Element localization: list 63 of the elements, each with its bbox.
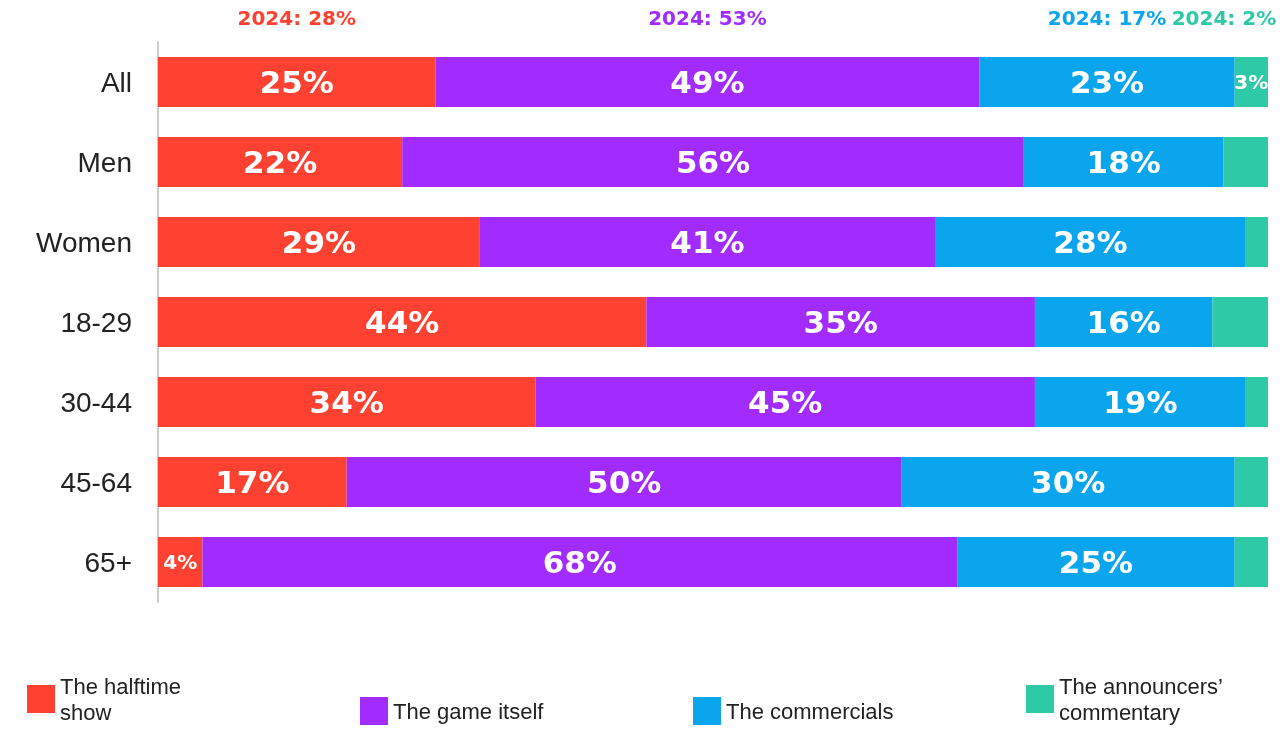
bar [1245,377,1268,427]
legend-label: The game itself [393,698,545,724]
data-label: 44% [365,304,440,340]
bar [402,137,1024,187]
data-label: 28% [1053,224,1128,260]
legend-label: The commercials [726,698,894,724]
data-label: 23% [1069,64,1145,100]
legend-label: The announcers’ commentary [1059,673,1229,725]
text: 2024: 28% [237,6,356,30]
bar [935,217,1246,267]
bar [479,217,935,267]
bar [1223,137,1268,187]
bar [158,457,347,507]
data-label: 18% [1086,144,1161,180]
data-label: 49% [670,64,745,100]
y-tick-label: 65+ [84,546,132,578]
data-label: 29% [281,224,357,260]
data-label: 25% [1058,544,1134,580]
legend-label: The halftime show [60,673,188,725]
bar [1212,297,1268,347]
bar [1234,457,1268,507]
data-label: 4% [163,550,198,574]
data-label: 50% [587,464,662,500]
bar [646,297,1035,347]
bar [158,137,403,187]
text: 2024: 17% [1047,6,1167,30]
bar [202,537,958,587]
data-label: 45% [748,384,823,420]
y-tick-label: All [100,66,132,98]
data-label: 19% [1103,384,1178,420]
bar [979,57,1235,107]
text: 2024: 53% [648,6,767,30]
y-tick-label: 45-64 [60,466,132,498]
bar [1034,377,1246,427]
bar [1234,537,1268,587]
y-tick-label: 30-44 [60,386,132,418]
bar [158,57,436,107]
data-label: 16% [1086,304,1161,340]
data-label: 41% [670,224,745,260]
bar [901,457,1235,507]
bar [957,537,1235,587]
data-label: 35% [803,304,878,340]
data-label: 34% [309,384,384,420]
data-label: 56% [675,144,751,180]
bar [1245,217,1268,267]
bar [435,57,980,107]
data-label: 17% [215,464,290,500]
bar [158,297,647,347]
data-label: 30% [1031,464,1106,500]
bar [1034,297,1213,347]
y-tick-label: Men [77,146,132,178]
bar [346,457,902,507]
y-tick-label: 18-29 [60,306,132,338]
text: 2024: 2% [1171,6,1277,30]
data-label: 22% [243,144,318,180]
bar [158,377,536,427]
data-label: 25% [259,64,334,100]
bar [1023,137,1224,187]
bar [535,377,1035,427]
data-label: 3% [1234,70,1269,94]
bar [158,217,480,267]
data-label: 68% [542,544,617,580]
y-tick-label: Women [36,226,132,258]
